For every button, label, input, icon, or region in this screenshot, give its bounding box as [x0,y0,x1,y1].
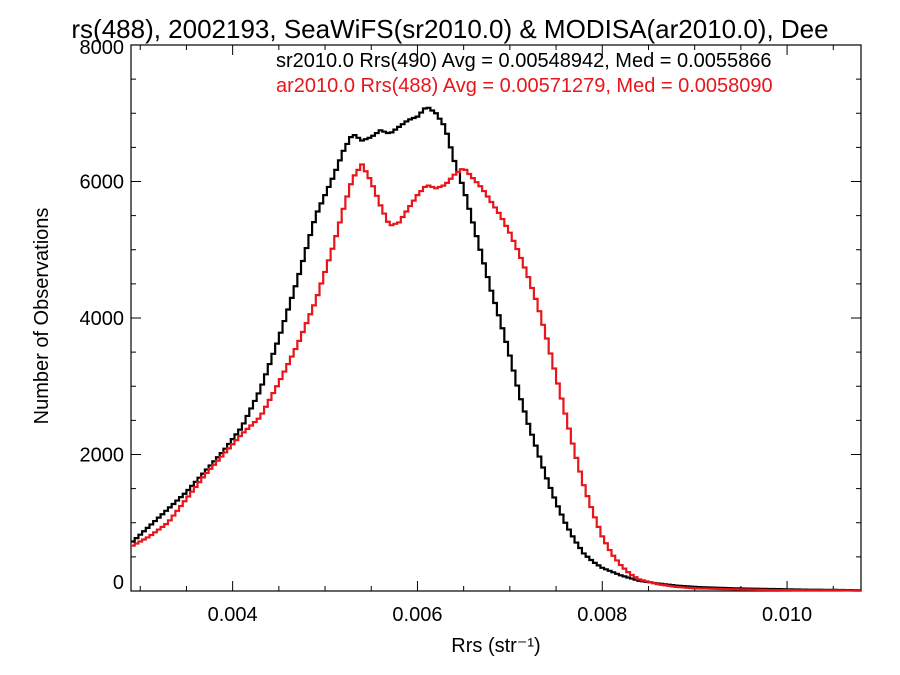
x-tick-label: 0.010 [762,604,812,626]
series-lines [131,106,861,592]
legend-entry-black: sr2010.0 Rrs(490) Avg = 0.00548942, Med … [276,50,772,72]
y-tick-label: 0 [113,572,124,594]
x-axis-label: Rrs (str⁻¹) [451,635,540,657]
x-tick-label: 0.004 [208,604,258,626]
plot-frame [130,44,862,592]
series-line-ar2010 [131,163,861,592]
y-axis-label: Number of Observations [31,208,53,425]
y-tick-label: 2000 [80,445,125,467]
legend-entry-red: ar2010.0 Rrs(488) Avg = 0.00571279, Med … [276,75,773,97]
chart-title: rs(488), 2002193, SeaWiFS(sr2010.0) & MO… [71,14,828,44]
y-tick-label: 4000 [80,308,125,330]
series-line-sr2010 [131,106,861,592]
y-tick-label: 8000 [80,37,125,59]
x-tick-label: 0.008 [577,604,627,626]
y-tick-label: 6000 [80,172,125,194]
axis-ticks: 0.004 0.006 0.008 0.010 0 2000 4000 6000 8000 [80,37,861,626]
x-tick-label: 0.006 [392,604,442,626]
